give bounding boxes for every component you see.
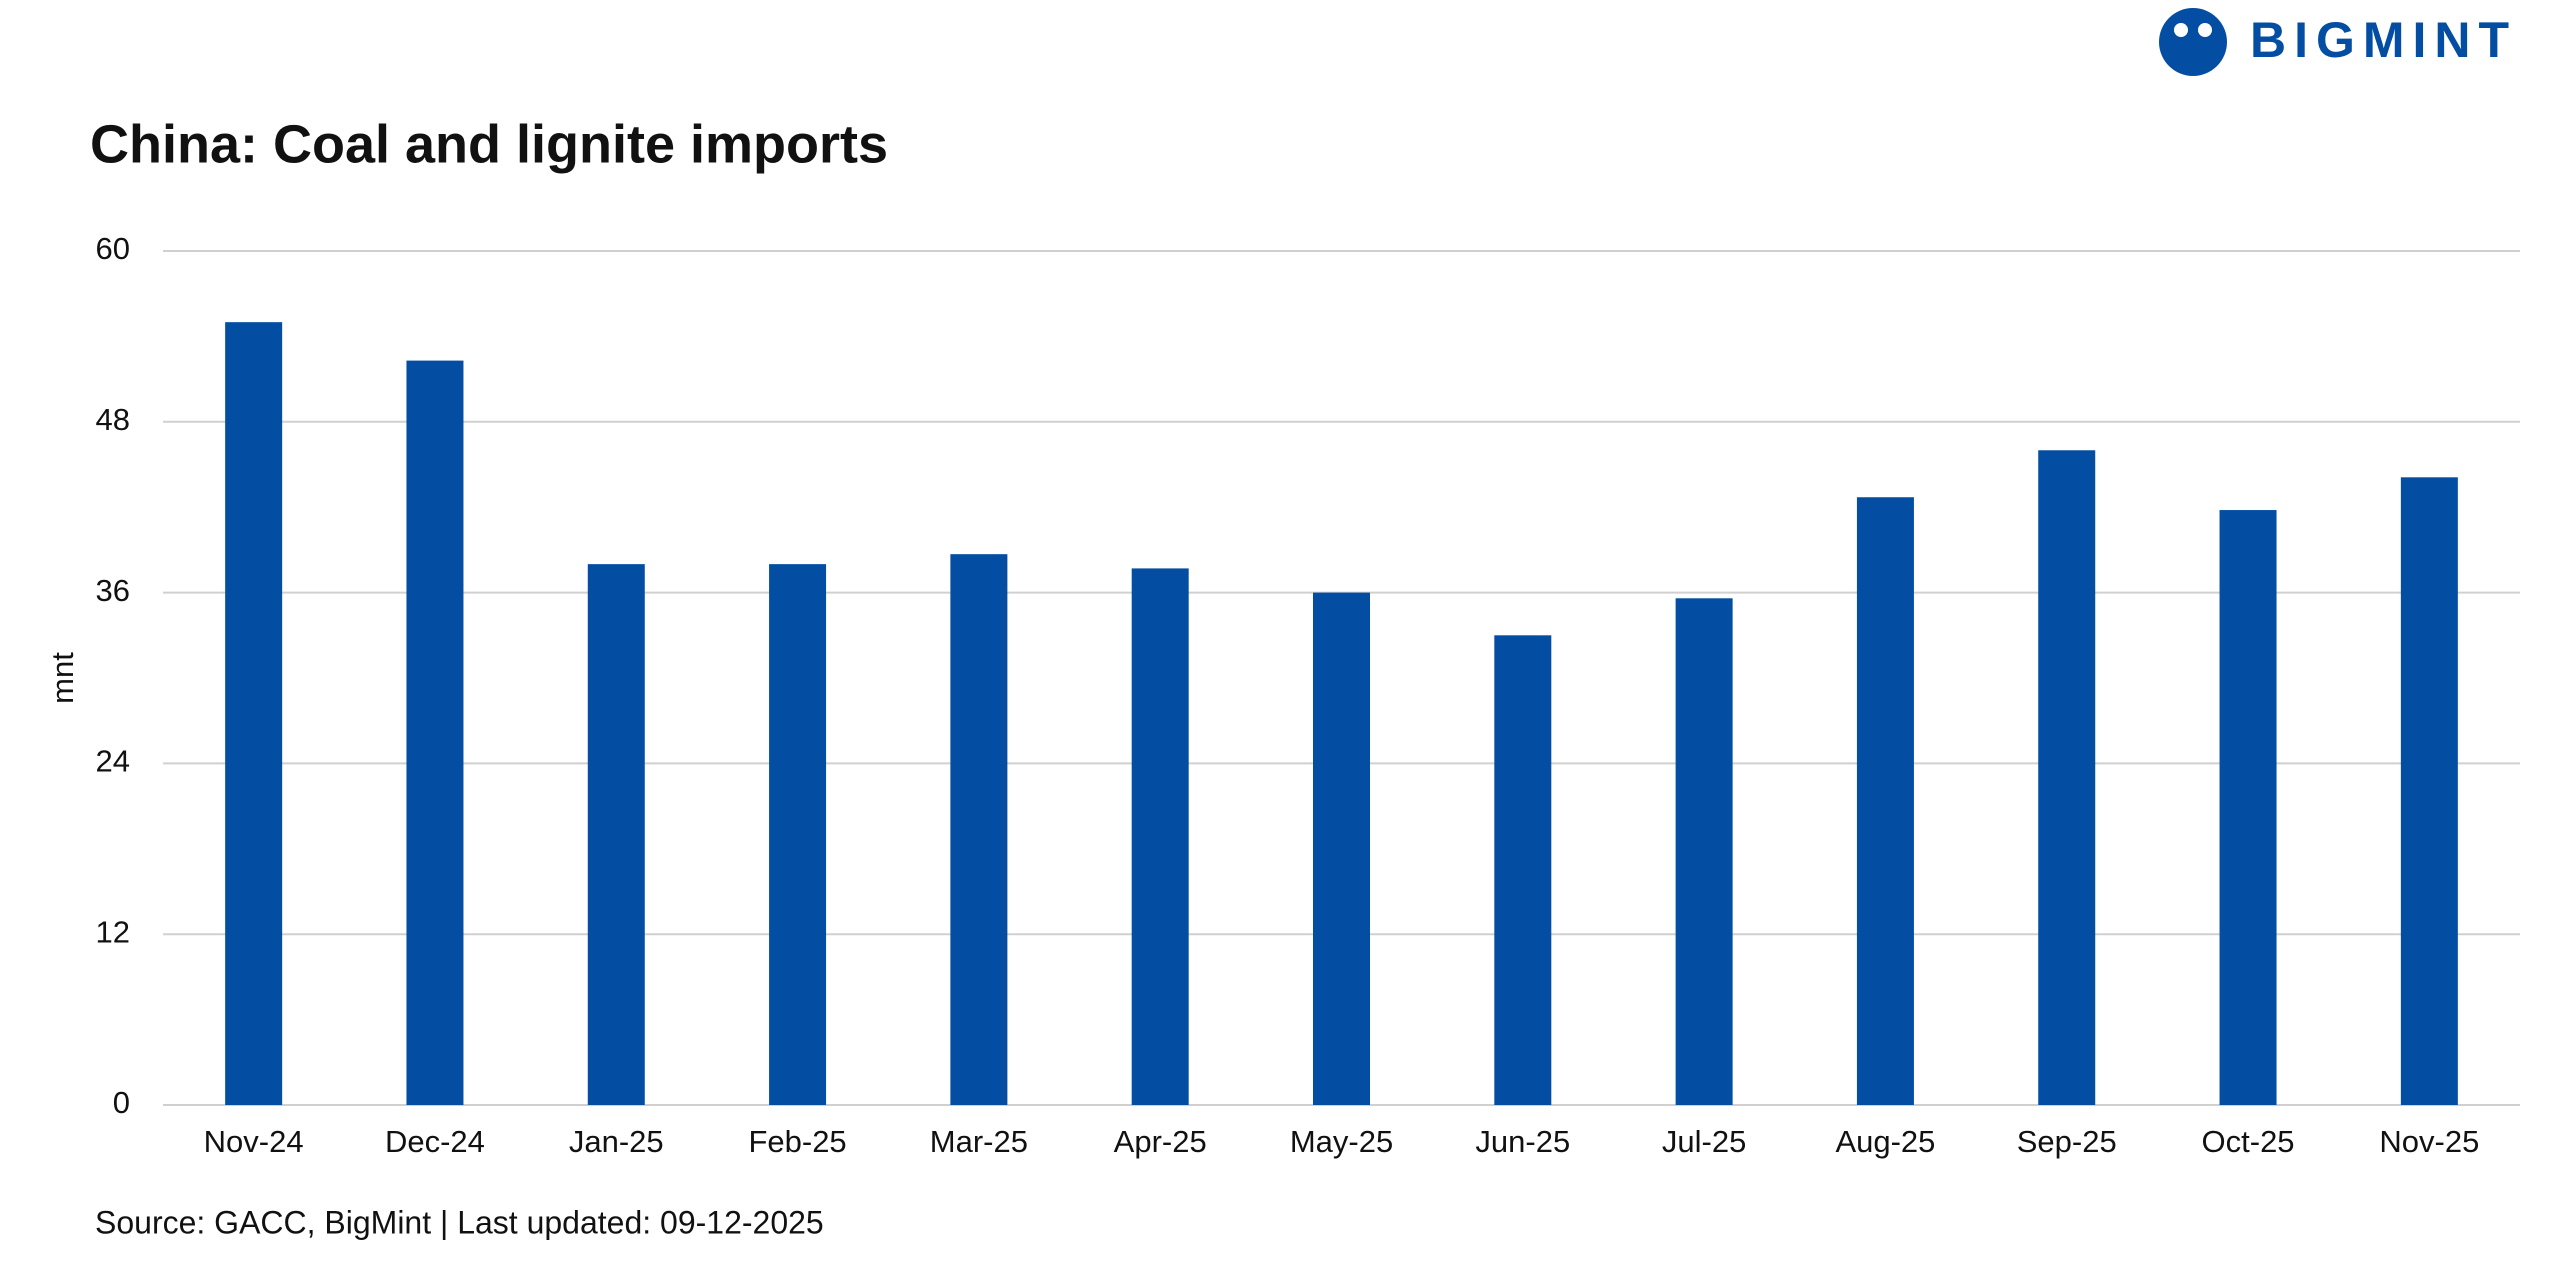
- x-tick-label: Jun-25: [1475, 1124, 1570, 1159]
- x-tick-label: Jul-25: [1662, 1124, 1746, 1159]
- y-tick-label: 36: [96, 573, 130, 608]
- bar: [950, 554, 1008, 1105]
- y-axis-label: mnt: [45, 652, 80, 704]
- bar: [2400, 477, 2458, 1105]
- bar: [1856, 497, 1914, 1105]
- x-tick-label: Sep-25: [2017, 1124, 2117, 1159]
- x-tick-label: Apr-25: [1114, 1124, 1207, 1159]
- x-tick-label: Feb-25: [748, 1124, 846, 1159]
- y-tick-label: 12: [96, 914, 130, 949]
- x-tick-label: Nov-25: [2379, 1124, 2479, 1159]
- y-tick-label: 48: [96, 402, 130, 437]
- x-tick-label: Mar-25: [930, 1124, 1028, 1159]
- source-note: Source: GACC, BigMint | Last updated: 09…: [95, 1204, 824, 1240]
- bar: [1675, 598, 1733, 1105]
- logo-icon-head: [2198, 23, 2212, 37]
- bar: [587, 564, 645, 1105]
- y-tick-label: 0: [113, 1085, 130, 1120]
- y-tick-label: 24: [96, 744, 130, 779]
- bar: [2219, 510, 2277, 1106]
- y-tick-label: 60: [96, 231, 130, 266]
- logo: BIGMINT: [2159, 8, 2517, 76]
- chart-title: China: Coal and lignite imports: [90, 114, 888, 174]
- x-tick-label: Nov-24: [204, 1124, 304, 1159]
- bar: [2038, 450, 2096, 1105]
- x-tick-label: Oct-25: [2202, 1124, 2295, 1159]
- bar: [1313, 592, 1370, 1105]
- logo-icon: [2159, 8, 2227, 76]
- bar: [406, 360, 464, 1105]
- bar: [1131, 568, 1189, 1105]
- x-tick-label: Dec-24: [385, 1124, 485, 1159]
- x-tick-label: Aug-25: [1835, 1124, 1935, 1159]
- logo-icon-head: [2174, 23, 2188, 37]
- x-tick-label: Jan-25: [569, 1124, 664, 1159]
- bar: [769, 564, 827, 1105]
- x-tick-label: May-25: [1290, 1124, 1393, 1159]
- logo-text: BIGMINT: [2250, 12, 2517, 68]
- bar: [1494, 635, 1552, 1105]
- bar: [225, 322, 283, 1106]
